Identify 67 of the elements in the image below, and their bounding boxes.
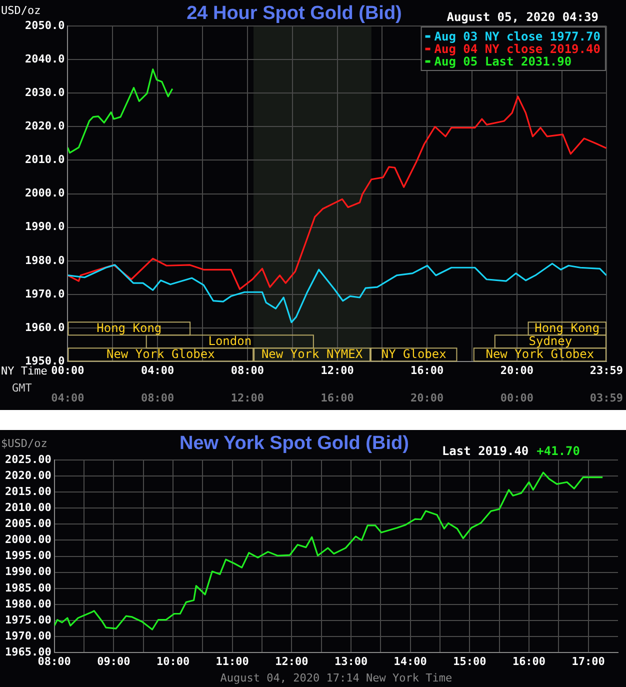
y-tick-label: 2015.00 bbox=[5, 484, 52, 498]
x-tick-label: 15:00 bbox=[453, 655, 486, 668]
y-tick-label: 2025.00 bbox=[5, 452, 52, 466]
x-tick-label: 00:00 bbox=[51, 364, 84, 378]
annotation: London bbox=[208, 334, 252, 348]
x-tick-label: 08:00 bbox=[230, 364, 264, 378]
x-tick-label: 13:00 bbox=[334, 655, 368, 668]
annotation: New York Globex bbox=[106, 347, 215, 362]
x2-tick-label: 04:00 bbox=[51, 391, 84, 404]
annotation: New York Globex bbox=[486, 347, 594, 362]
y-tick-label: 1980.0 bbox=[24, 254, 65, 267]
annotation: Hong Kong bbox=[96, 321, 162, 336]
x2-tick-label: 20:00 bbox=[410, 391, 444, 404]
y-tick-label: 2020.0 bbox=[24, 120, 65, 133]
annotation: Hong Kong bbox=[534, 321, 600, 336]
x2-tick-label: 08:00 bbox=[141, 391, 174, 404]
annotation: Sydney bbox=[528, 334, 572, 348]
x2-tick-label: 00:00 bbox=[500, 391, 534, 404]
y-tick-label: 1990.0 bbox=[24, 220, 65, 234]
x-axis-title: August 04, 2020 17:14 New York Time bbox=[220, 671, 452, 684]
y-tick-label: 1980.00 bbox=[5, 597, 52, 610]
x-tick-label: 20:00 bbox=[500, 364, 534, 378]
y-tick-label: 2000.00 bbox=[5, 533, 52, 546]
text: +41.70 bbox=[536, 444, 580, 458]
legend-label: Aug 05 Last 2031.90 bbox=[434, 54, 572, 68]
y-tick-label: 2050.0 bbox=[24, 18, 65, 32]
y-tick-label: 1970.0 bbox=[24, 287, 65, 300]
x-tick-label: 08:00 bbox=[38, 655, 71, 668]
y-tick-label: 2000.0 bbox=[24, 186, 65, 200]
x-tick-label: 04:00 bbox=[141, 364, 174, 378]
x2-tick-label: 03:59 bbox=[590, 391, 624, 404]
x2-tick-label: 12:00 bbox=[230, 391, 264, 404]
x-tick-label: 12:00 bbox=[275, 655, 308, 668]
x-tick-label: 12:00 bbox=[320, 364, 354, 378]
y-tick-label: 2010.0 bbox=[24, 153, 65, 166]
y-axis-title: USD/oz bbox=[1, 4, 41, 17]
x2-tick-label: 16:00 bbox=[320, 391, 354, 404]
x-tick-label: 11:00 bbox=[216, 655, 249, 668]
x-axis-title: NY Time bbox=[1, 364, 48, 378]
x-tick-label: 09:00 bbox=[97, 655, 130, 668]
y-tick-label: 1990.00 bbox=[5, 565, 52, 578]
x-tick-label: 14:00 bbox=[394, 655, 427, 668]
y-tick-label: 1960.0 bbox=[24, 320, 65, 334]
chart-title: 24 Hour Spot Gold (Bid) bbox=[186, 3, 402, 24]
y-tick-label: 2040.0 bbox=[24, 52, 65, 66]
annotation: NY Globex bbox=[381, 347, 446, 362]
chart-title: New York Spot Gold (Bid) bbox=[180, 433, 409, 454]
legend-label: Aug 03 NY close 1977.70 bbox=[434, 29, 600, 44]
x-tick-label: 10:00 bbox=[156, 655, 190, 668]
chart-subtitle: August 05, 2020 04:39 bbox=[446, 10, 598, 24]
text: Last 2019.40 bbox=[442, 444, 529, 458]
x-tick-label: 23:59 bbox=[590, 364, 624, 378]
y-tick-label: 1985.00 bbox=[5, 581, 52, 594]
y-axis-title: $USD/oz bbox=[1, 436, 48, 450]
y-tick-label: 1975.00 bbox=[5, 613, 52, 626]
y-tick-label: 2020.00 bbox=[5, 468, 52, 482]
x2-axis-title: GMT bbox=[12, 382, 32, 395]
x-tick-label: 16:00 bbox=[512, 655, 546, 668]
y-tick-label: 1995.00 bbox=[5, 549, 52, 562]
y-tick-label: 2030.0 bbox=[24, 86, 65, 99]
y-tick-label: 1970.00 bbox=[5, 629, 52, 642]
x-tick-label: 17:00 bbox=[572, 655, 605, 668]
y-tick-label: 2005.00 bbox=[5, 517, 52, 530]
y-tick-label: 2010.00 bbox=[5, 501, 52, 514]
legend-label: Aug 04 NY close 2019.40 bbox=[434, 42, 600, 56]
annotation: New York NYMEX bbox=[261, 347, 364, 362]
x-tick-label: 16:00 bbox=[410, 364, 444, 378]
